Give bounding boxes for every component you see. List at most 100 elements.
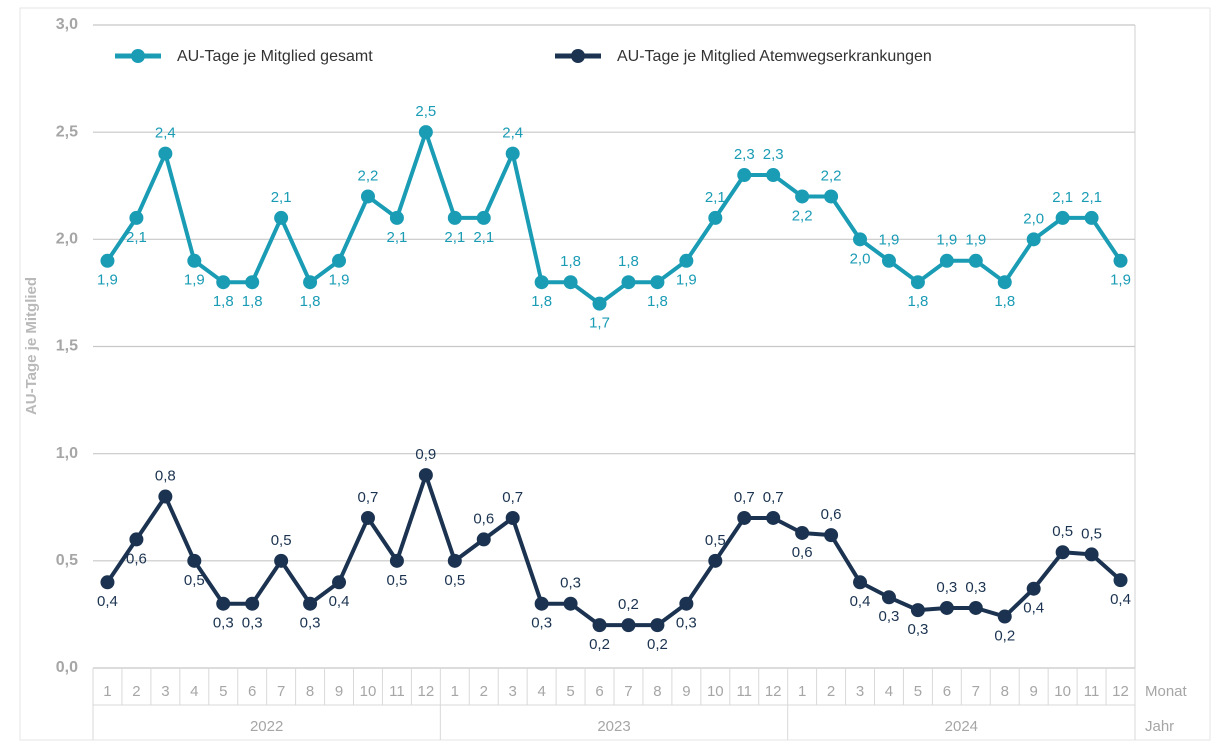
data-label: 0,4 [329,593,350,610]
data-label: 0,2 [618,596,639,613]
x-tick-label: 11 [1084,683,1100,700]
data-point [447,210,462,225]
data-point [389,553,404,568]
data-point [303,596,318,611]
data-label: 0,3 [907,621,928,638]
data-point [968,253,983,268]
data-point [100,575,115,590]
data-label: 2,1 [1081,189,1102,206]
y-tick-label: 2,0 [56,231,78,248]
x-tick-label: 3 [509,683,517,700]
data-label: 0,6 [126,550,147,567]
x-tick-label: 5 [219,683,227,700]
data-label: 0,3 [676,615,697,632]
data-point [274,553,289,568]
data-point [708,553,723,568]
data-point [708,210,723,225]
data-label: 0,7 [502,489,523,506]
x-tick-label: 7 [624,683,632,700]
data-label: 0,3 [879,608,900,625]
data-point [997,609,1012,624]
data-label: 0,6 [821,506,842,523]
y-tick-label: 2,5 [56,123,78,140]
data-point [534,275,549,290]
data-point [939,253,954,268]
data-label: 1,9 [329,272,350,289]
data-label: 1,9 [97,272,118,289]
data-label: 0,5 [1081,525,1102,542]
data-label: 0,5 [184,572,205,589]
data-point [158,146,173,161]
data-point [737,510,752,525]
data-label: 0,3 [560,575,581,592]
data-point [997,275,1012,290]
data-label: 1,8 [300,293,321,310]
data-label: 0,9 [415,446,436,463]
x-axis-label: Monat [1145,683,1188,700]
x-tick-label: 8 [1001,683,1009,700]
data-point [1055,545,1070,560]
data-label: 1,9 [965,232,986,249]
data-point [216,596,231,611]
data-point [679,596,694,611]
data-point [418,468,433,483]
x-tick-label: 2 [827,683,835,700]
data-point [650,275,665,290]
data-point [418,125,433,140]
data-label: 2,4 [502,125,523,142]
x-tick-label: 12 [418,683,435,700]
data-label: 1,8 [618,253,639,270]
data-point [389,210,404,225]
data-point [332,253,347,268]
data-point [534,596,549,611]
data-label: 0,7 [734,489,755,506]
data-label: 1,7 [589,315,610,332]
data-label: 0,5 [705,532,726,549]
x-tick-label: 11 [389,683,405,700]
data-label: 2,3 [734,146,755,163]
data-label: 0,4 [850,593,871,610]
data-label: 0,7 [763,489,784,506]
data-point [505,510,520,525]
x-tick-label: 7 [972,683,980,700]
data-label: 2,1 [705,189,726,206]
data-label: 2,1 [271,189,292,206]
data-label: 1,9 [184,272,205,289]
data-point [1026,581,1041,596]
x-tick-label: 9 [335,683,343,700]
x-tick-label: 10 [360,683,377,700]
data-point [824,528,839,543]
data-point [853,575,868,590]
data-label: 2,1 [386,229,407,246]
data-label: 2,1 [126,229,147,246]
data-label: 0,5 [386,572,407,589]
data-label: 2,2 [792,207,813,224]
data-label: 2,4 [155,125,176,142]
legend-label: AU-Tage je Mitglied gesamt [177,48,373,65]
data-label: 1,9 [676,272,697,289]
data-point [129,532,144,547]
data-label: 0,5 [271,532,292,549]
data-point [1084,547,1099,562]
data-point [1084,210,1099,225]
x-tick-label: 10 [1054,683,1071,700]
data-label: 1,9 [936,232,957,249]
series-line [105,130,1123,306]
data-label: 2,3 [763,146,784,163]
data-label: 1,9 [879,232,900,249]
x-tick-label: 6 [595,683,603,700]
chart-frame [19,7,1211,741]
data-label: 1,8 [647,293,668,310]
group-label: 2022 [250,718,283,735]
x-tick-label: 3 [856,683,864,700]
group-label: 2023 [597,718,630,735]
x-tick-label: 2 [480,683,488,700]
data-point [737,168,752,183]
x-tick-label: 8 [306,683,314,700]
data-point [939,600,954,615]
data-label: 1,8 [907,293,928,310]
x-tick-label: 10 [707,683,724,700]
data-point [563,596,578,611]
data-point [795,189,810,204]
data-point [795,525,810,540]
